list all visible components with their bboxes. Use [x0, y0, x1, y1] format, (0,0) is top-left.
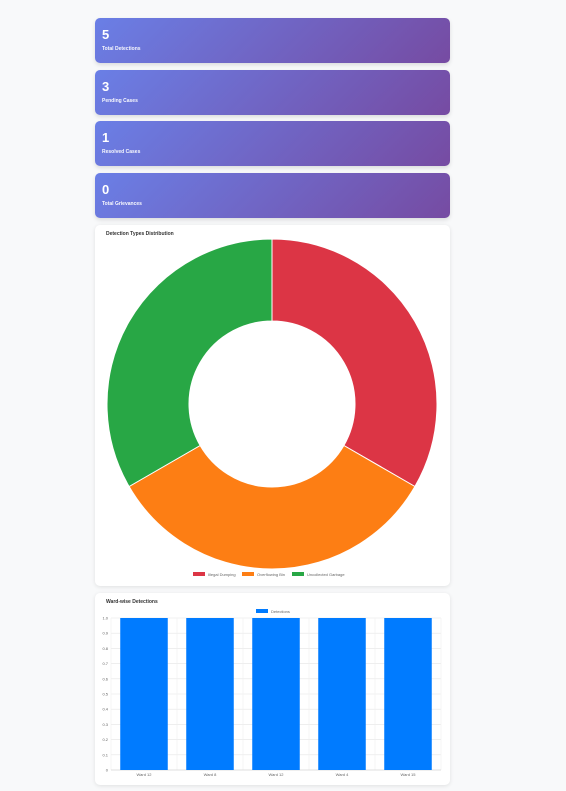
x-tick-label: Ward 15 [401, 772, 417, 777]
stat-label: Total Grievances [102, 201, 142, 207]
y-tick-label: 0.4 [102, 707, 108, 712]
x-tick-label: Ward 8 [204, 772, 218, 777]
legend-label: Overflowing Bin [257, 572, 285, 577]
stat-card-pending-cases: 3 Pending Cases [95, 70, 450, 115]
x-tick-label: Ward 12 [137, 772, 153, 777]
y-tick-label: 0.7 [102, 661, 108, 666]
stat-value: 1 [102, 130, 110, 145]
stat-value: 3 [102, 79, 110, 94]
x-tick-label: Ward 4 [336, 772, 350, 777]
legend-swatch[interactable] [256, 609, 268, 613]
legend-label: Detections [271, 609, 290, 614]
legend-label: Uncollected Garbage [307, 572, 345, 577]
stat-card-total-grievances: 0 Total Grievances [95, 173, 450, 218]
y-tick-label: 1.0 [102, 616, 108, 621]
bar[interactable] [252, 618, 300, 770]
y-tick-label: 0.6 [102, 676, 108, 681]
y-tick-label: 0.3 [102, 722, 108, 727]
legend-swatch[interactable] [242, 572, 254, 576]
stat-card-resolved-cases: 1 Resolved Cases [95, 121, 450, 166]
ward-detections-bar-chart: 0 0.1 0.2 0.3 0.4 0.5 0.6 0.7 0.8 0.9 1.0 Ward 12 Wa… [102, 609, 442, 777]
bar[interactable] [120, 618, 168, 770]
y-tick-label: 0.1 [102, 752, 108, 757]
stat-value: 0 [102, 182, 110, 197]
legend-label: Illegal Dumping [208, 572, 236, 577]
legend-swatch[interactable] [193, 572, 205, 576]
bar[interactable] [186, 618, 234, 770]
y-tick-label: 0.9 [102, 631, 108, 636]
stat-value: 5 [102, 27, 110, 42]
chart-legend: Detections [256, 609, 290, 614]
x-tick-label: Ward 12 [269, 772, 285, 777]
bar[interactable] [384, 618, 432, 770]
y-tick-label: 0 [106, 768, 109, 773]
chart-title: Ward-wise Detections [106, 599, 158, 605]
y-tick-label: 0.8 [102, 646, 108, 651]
detection-types-panel: Detection Types Distribution Illegal Dum… [95, 225, 450, 586]
detection-types-donut-chart: Illegal Dumping Overflowing Bin Uncollecte… [106, 238, 438, 577]
legend-swatch[interactable] [292, 572, 304, 576]
donut-slice[interactable] [128, 444, 416, 570]
donut-slice[interactable] [271, 238, 438, 488]
y-tick-label: 0.5 [102, 692, 108, 697]
stat-label: Pending Cases [102, 98, 138, 104]
ward-detections-panel: Ward-wise Detections 0 0.1 0.2 0.3 0.4 0.5 0.6… [95, 593, 450, 785]
donut-slice[interactable] [106, 238, 273, 488]
bar[interactable] [318, 618, 366, 770]
stat-card-total-detections: 5 Total Detections [95, 18, 450, 63]
chart-legend: Illegal Dumping Overflowing Bin Uncollecte… [193, 572, 345, 577]
stat-label: Resolved Cases [102, 149, 141, 155]
chart-title: Detection Types Distribution [106, 231, 174, 237]
stat-label: Total Detections [102, 46, 141, 52]
y-tick-label: 0.2 [102, 737, 108, 742]
